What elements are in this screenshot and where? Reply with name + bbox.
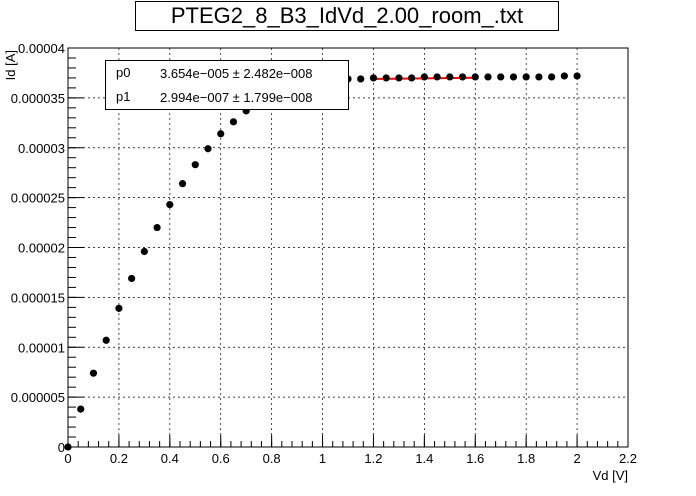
x-tick-label: 0.8 xyxy=(263,451,281,466)
data-point xyxy=(178,180,187,188)
data-point xyxy=(395,74,403,82)
stat-value: 3.654e−005 ± 2.482e−008 xyxy=(160,66,313,81)
y-tick-label: 0.00004 xyxy=(18,41,65,56)
data-point xyxy=(522,73,530,81)
x-tick-label: 1.2 xyxy=(364,451,382,466)
data-point xyxy=(560,72,568,80)
chart-title-box: PTEG2_8_B3_IdVd_2.00_room_.txt xyxy=(135,1,559,31)
data-point xyxy=(535,73,543,81)
x-axis-label: Vd [V] xyxy=(593,468,628,483)
stat-value: 2.994e−007 ± 1.799e−008 xyxy=(160,90,313,105)
data-point xyxy=(446,73,454,81)
data-point xyxy=(509,73,518,81)
x-tick-label: 1 xyxy=(319,451,326,466)
data-point xyxy=(548,73,556,81)
y-tick-label: 0.00003 xyxy=(18,141,65,156)
data-point xyxy=(217,130,225,138)
data-point xyxy=(89,369,98,377)
data-point xyxy=(153,223,161,232)
y-tick-label: 0.000015 xyxy=(11,290,65,305)
y-tick-label: 0 xyxy=(58,440,65,455)
fit-stats-box: p0 3.654e−005 ± 2.482e−008 p1 2.994e−007… xyxy=(105,60,349,110)
data-point xyxy=(573,72,581,80)
y-tick-label: 0.00001 xyxy=(18,340,65,355)
x-tick-label: 1.6 xyxy=(466,451,484,466)
stat-name: p0 xyxy=(116,65,131,80)
data-point xyxy=(204,145,212,153)
data-point xyxy=(115,304,123,312)
chart-title: PTEG2_8_B3_IdVd_2.00_room_.txt xyxy=(170,3,524,28)
data-point xyxy=(497,73,505,81)
data-point xyxy=(64,443,72,451)
stat-name: p1 xyxy=(116,89,131,104)
data-point xyxy=(357,75,365,83)
data-point xyxy=(458,73,467,81)
data-point xyxy=(408,74,416,82)
data-point xyxy=(140,247,148,256)
data-point xyxy=(191,161,199,169)
x-tick-label: 1.4 xyxy=(415,451,433,466)
x-tick-label: 2.2 xyxy=(619,451,637,466)
data-point xyxy=(471,73,479,81)
stat-row-p0: p0 3.654e−005 ± 2.482e−008 xyxy=(106,61,348,85)
data-point xyxy=(433,73,441,81)
data-point xyxy=(369,74,378,82)
data-point xyxy=(166,201,174,209)
y-tick-label: 0.00002 xyxy=(18,241,65,256)
y-axis-label: Id [A] xyxy=(3,50,18,80)
x-tick-label: 0 xyxy=(64,451,71,466)
data-point xyxy=(77,405,85,413)
x-tick-label: 0.4 xyxy=(161,451,179,466)
data-point xyxy=(128,274,136,283)
data-point xyxy=(102,336,110,344)
axes xyxy=(67,47,629,448)
plot-frame xyxy=(67,47,629,448)
x-tick-label: 0.6 xyxy=(212,451,230,466)
grid-lines xyxy=(68,48,628,447)
data-point xyxy=(229,118,238,126)
axis-labels: 0 0.2 0.4 0.6 0.8 1 1.2 1.4 1.6 1.8 2 2.2 0 0.000005 0… xyxy=(3,41,637,483)
y-tick-label: 0.000035 xyxy=(11,91,65,106)
x-tick-label: 2 xyxy=(573,451,580,466)
data-point xyxy=(382,74,390,82)
y-tick-label: 0.000005 xyxy=(11,390,65,405)
data-point xyxy=(420,73,428,81)
stat-row-p1: p1 2.994e−007 ± 1.799e−008 xyxy=(106,85,348,109)
x-tick-label: 1.8 xyxy=(517,451,535,466)
x-tick-label: 0.2 xyxy=(110,451,128,466)
y-tick-label: 0.000025 xyxy=(11,191,65,206)
data-point xyxy=(484,73,492,81)
